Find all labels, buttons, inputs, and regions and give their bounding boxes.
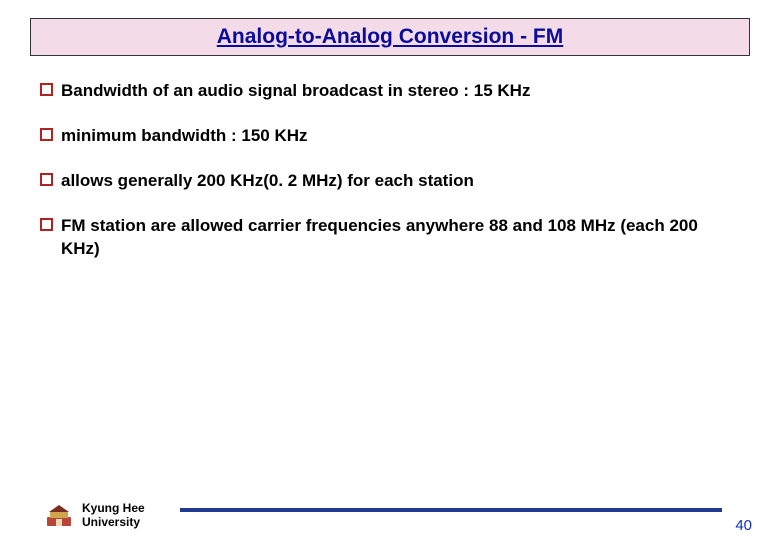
list-item: Bandwidth of an audio signal broadcast i… bbox=[40, 80, 740, 103]
university-name-line1: Kyung Hee bbox=[82, 502, 145, 516]
bullet-square-icon bbox=[40, 83, 53, 96]
bullet-text: allows generally 200 KHz(0. 2 MHz) for e… bbox=[61, 170, 474, 193]
bullet-square-icon bbox=[40, 218, 53, 231]
university-crest-icon bbox=[44, 503, 74, 529]
bullet-text: Bandwidth of an audio signal broadcast i… bbox=[61, 80, 530, 103]
page-number: 40 bbox=[735, 517, 752, 534]
university-name-line2: University bbox=[82, 516, 145, 530]
university-name: Kyung Hee University bbox=[82, 502, 145, 530]
slide: Analog-to-Analog Conversion - FM Bandwid… bbox=[0, 18, 780, 558]
list-item: FM station are allowed carrier frequenci… bbox=[40, 215, 740, 261]
list-item: minimum bandwidth : 150 KHz bbox=[40, 125, 740, 148]
bullet-text: minimum bandwidth : 150 KHz bbox=[61, 125, 308, 148]
university-logo-block: Kyung Hee University bbox=[44, 502, 145, 530]
bullet-text: FM station are allowed carrier frequenci… bbox=[61, 215, 740, 261]
bullet-square-icon bbox=[40, 128, 53, 141]
footer-divider bbox=[180, 508, 722, 512]
slide-title: Analog-to-Analog Conversion - FM bbox=[217, 25, 563, 48]
list-item: allows generally 200 KHz(0. 2 MHz) for e… bbox=[40, 170, 740, 193]
bullet-square-icon bbox=[40, 173, 53, 186]
title-bar: Analog-to-Analog Conversion - FM bbox=[30, 18, 750, 56]
content-area: Bandwidth of an audio signal broadcast i… bbox=[40, 80, 740, 261]
footer: Kyung Hee University 40 bbox=[0, 486, 780, 536]
